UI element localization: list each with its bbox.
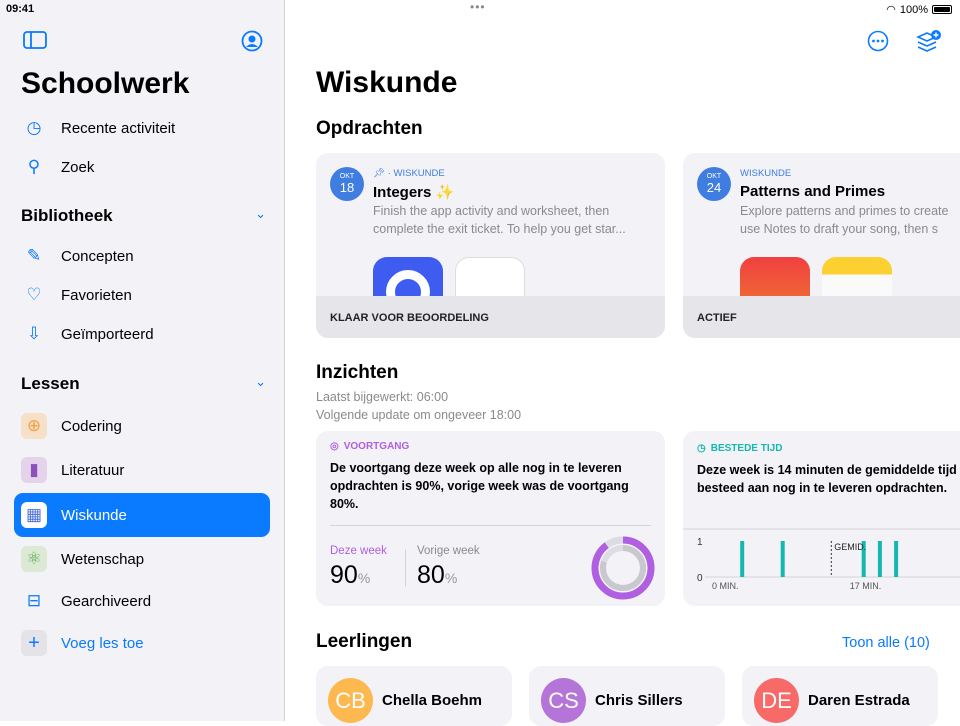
assignment-title: Patterns and Primes bbox=[740, 183, 886, 200]
students-header: Leerlingen bbox=[316, 631, 413, 652]
progress-ring bbox=[591, 536, 655, 600]
assignment-description: Finish the app activity and worksheet, t… bbox=[373, 204, 610, 218]
avatar: CS bbox=[541, 678, 586, 723]
multitasking-dots[interactable]: ••• bbox=[470, 0, 486, 14]
status-time: 09:41 bbox=[6, 3, 35, 15]
show-all-link[interactable]: Toon alle (10) bbox=[842, 635, 930, 651]
student-name: Daren Estrada bbox=[808, 692, 910, 709]
chevron-down-icon[interactable]: ⌄ bbox=[255, 374, 266, 389]
bar bbox=[877, 541, 882, 577]
this-week-arc bbox=[591, 536, 655, 600]
time-spent-summary: Deze week is 14 minuten de gemiddelde ti… bbox=[697, 463, 957, 495]
this-week-value: 90 bbox=[330, 561, 358, 589]
battery-percent: 100% bbox=[899, 3, 928, 16]
sidebar-toggle-icon[interactable] bbox=[23, 30, 47, 50]
compose-icon: ✎ bbox=[26, 246, 42, 265]
add-assignment-icon[interactable] bbox=[916, 29, 942, 53]
assignment-title: Integers ✨ bbox=[373, 184, 455, 201]
sidebar-item-science[interactable]: ⚛ Wetenschap bbox=[14, 540, 270, 578]
sidebar: Schoolwerk ◷ Recente activiteit ⚲ Zoek Bib… bbox=[0, 0, 285, 721]
avatar: CB bbox=[328, 678, 373, 723]
sidebar-item-recent[interactable]: ◷ Recente activiteit bbox=[14, 109, 270, 147]
search-icon: ⚲ bbox=[27, 157, 41, 176]
pin-icon: 📌︎ bbox=[373, 168, 386, 179]
battery-icon bbox=[932, 5, 952, 14]
atom-icon: ⚛ bbox=[21, 546, 47, 572]
due-date-badge: OKT 24 bbox=[697, 167, 731, 201]
sidebar-item-favorites[interactable]: ♡ Favorieten bbox=[14, 276, 270, 314]
student-name: Chella Boehm bbox=[382, 692, 483, 709]
sidebar-item-concepts[interactable]: ✎ Concepten bbox=[14, 237, 270, 275]
last-updated: Laatst bijgewerkt: 06:00 bbox=[316, 390, 449, 404]
page-title: Wiskunde bbox=[316, 66, 458, 99]
last-week-value: 80 bbox=[417, 561, 445, 589]
y-tick-label: 0 bbox=[697, 573, 703, 584]
sidebar-item-literature[interactable]: ▮ Literatuur bbox=[14, 451, 270, 489]
section-lessons[interactable]: Lessen ⌄ bbox=[21, 374, 266, 393]
book-icon: ▮ bbox=[21, 457, 47, 483]
divider bbox=[330, 525, 651, 526]
progress-summary: De voortgang deze week op alle nog in te… bbox=[330, 461, 629, 511]
assignment-subject: WISKUNDE bbox=[740, 168, 792, 179]
assignment-status: ACTIEF bbox=[683, 296, 960, 338]
due-date-badge: OKT 18 bbox=[330, 167, 364, 201]
student-card[interactable]: CB Chella Boehm bbox=[316, 666, 512, 726]
chevron-down-icon[interactable]: ⌄ bbox=[255, 206, 266, 221]
add-lesson-button[interactable]: + Voeg les toe bbox=[14, 624, 270, 662]
x-tick-label: 17 MIN. bbox=[850, 581, 882, 591]
avatar: DE bbox=[754, 678, 799, 723]
bar bbox=[780, 541, 785, 577]
sidebar-item-math[interactable]: ▦ Wiskunde bbox=[14, 493, 270, 537]
sidebar-item-imported[interactable]: ⇩ Geïmporteerd bbox=[14, 315, 270, 353]
student-card[interactable]: DE Daren Estrada bbox=[742, 666, 938, 726]
more-options-icon[interactable] bbox=[867, 30, 889, 52]
bar bbox=[740, 541, 745, 577]
student-name: Chris Sillers bbox=[595, 692, 683, 709]
time-spent-chart: 0 1 0 MIN. 17 MIN. GEMID. bbox=[683, 528, 960, 591]
calculator-icon: ▦ bbox=[21, 502, 47, 528]
assignment-card[interactable]: OKT 18 📌︎ · WISKUNDE Integers ✨ Finish th… bbox=[316, 153, 665, 338]
assignment-subject: · WISKUNDE bbox=[387, 168, 445, 179]
wifi-icon: ◠ bbox=[886, 4, 896, 16]
main-content: Wiskunde Opdrachten OKT 18 📌︎ · WISKUNDE … bbox=[286, 0, 960, 726]
import-icon: ⇩ bbox=[26, 324, 42, 343]
heart-icon: ♡ bbox=[26, 285, 42, 304]
next-update: Volgende update om ongeveer 18:00 bbox=[316, 408, 522, 422]
sidebar-item-search[interactable]: ⚲ Zoek bbox=[14, 148, 270, 186]
bar bbox=[861, 541, 866, 577]
status-bar: 09:41 ••• ◠ 100% bbox=[0, 0, 960, 18]
assignment-description: Explore patterns and primes to create bbox=[740, 204, 949, 218]
y-tick-label: 1 bbox=[697, 537, 703, 548]
insights-header: Inzichten bbox=[316, 362, 399, 383]
globe-icon: ⊕ bbox=[21, 413, 47, 439]
section-library[interactable]: Bibliotheek ⌄ bbox=[21, 206, 266, 225]
bar bbox=[894, 541, 899, 577]
sidebar-item-coding[interactable]: ⊕ Codering bbox=[14, 407, 270, 445]
time-spent-insight-card[interactable]: ◷ BESTEDE TIJD Deze week is 14 minuten de… bbox=[683, 431, 960, 606]
last-week-label: Vorige week bbox=[417, 545, 480, 557]
app-title: Schoolwerk bbox=[21, 67, 190, 100]
profile-icon[interactable] bbox=[241, 30, 263, 52]
average-label: GEMID. bbox=[834, 542, 866, 552]
clock-icon: ◷ bbox=[26, 118, 42, 137]
progress-icon: ◎ bbox=[330, 441, 339, 452]
timer-icon: ◷ bbox=[697, 443, 706, 454]
last-week-arc bbox=[600, 545, 646, 591]
sidebar-item-archived[interactable]: ⊟ Gearchiveerd bbox=[14, 582, 270, 620]
assignment-card[interactable]: OKT 24 WISKUNDE Patterns and Primes Explo… bbox=[683, 153, 960, 338]
archive-icon: ⊟ bbox=[26, 591, 42, 610]
student-card[interactable]: CS Chris Sillers bbox=[529, 666, 725, 726]
plus-icon: + bbox=[21, 630, 47, 656]
progress-insight-card[interactable]: ◎ VOORTGANG De voortgang deze week op all… bbox=[316, 431, 665, 606]
assignment-status: KLAAR VOOR BEOORDELING bbox=[316, 296, 665, 338]
assignments-header: Opdrachten bbox=[316, 118, 423, 139]
x-tick-label: 0 MIN. bbox=[712, 581, 739, 591]
this-week-label: Deze week bbox=[330, 545, 387, 557]
